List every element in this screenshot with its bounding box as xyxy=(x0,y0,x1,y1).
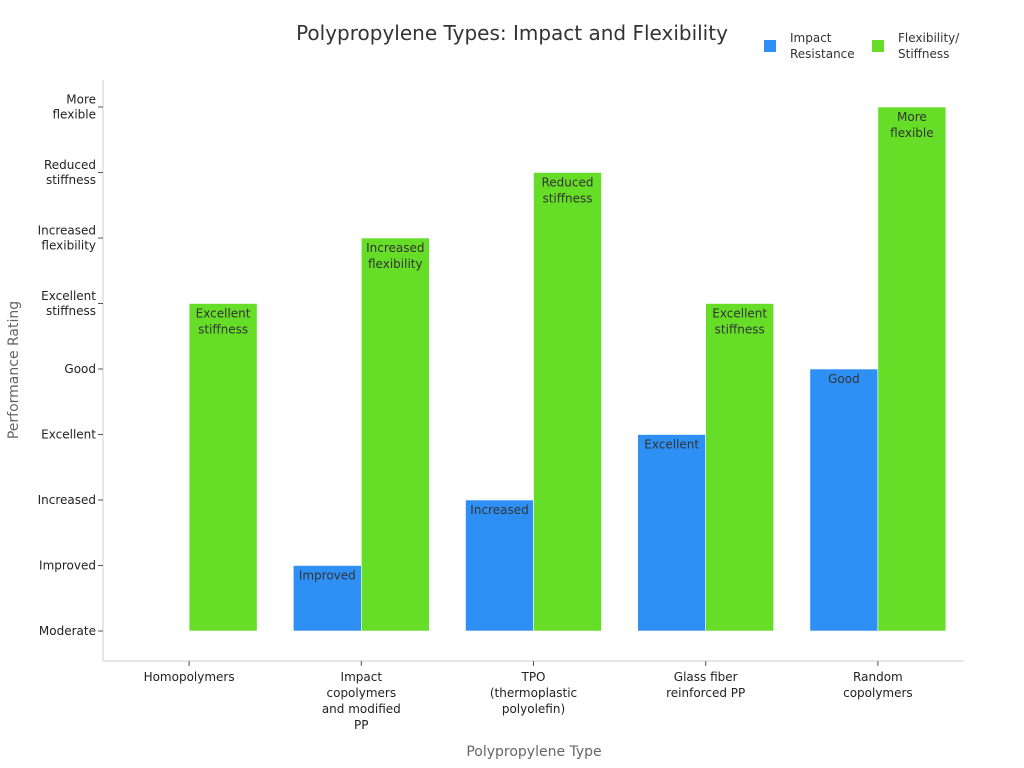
x-tick-label: Impact copolymers and modified PP xyxy=(322,670,401,732)
flexibility-bar xyxy=(705,303,775,632)
impact-bar xyxy=(465,499,534,632)
x-tick-label: Glass fiber reinforced PP xyxy=(666,670,745,700)
x-tick-label: TPO (thermoplastic polyolefin) xyxy=(490,670,577,716)
data-label: Good xyxy=(828,372,860,386)
x-axis-ticks: Homopolymers Impact copolymers and modified… xyxy=(144,661,913,732)
data-label: Increased xyxy=(470,503,528,517)
flexibility-bar xyxy=(188,303,258,632)
impact-bar xyxy=(637,434,707,632)
y-tick-label: Moderate xyxy=(39,624,96,638)
x-axis-title: Polypropylene Type xyxy=(466,744,601,760)
data-label: Reduced stiffness xyxy=(541,176,593,206)
y-tick-label: More flexible xyxy=(53,93,97,122)
y-tick-label: Increased xyxy=(38,493,96,507)
y-tick-label: Increased flexibility xyxy=(38,224,96,253)
chart-title: Polypropylene Types: Impact and Flexibil… xyxy=(296,21,728,45)
y-tick-label: Improved xyxy=(39,559,96,573)
data-label: More flexible xyxy=(890,110,934,140)
impact-bar xyxy=(809,368,879,632)
y-tick-label: Excellent stiffness xyxy=(41,289,96,318)
x-tick-label: Random copolymers xyxy=(843,670,913,700)
x-tick-label: Homopolymers xyxy=(144,670,235,684)
y-tick-label: Good xyxy=(64,362,96,376)
legend-label: Impact Resistance xyxy=(790,31,855,61)
data-label: Improved xyxy=(299,569,356,583)
legend-swatch xyxy=(764,40,776,52)
flexibility-bar xyxy=(877,106,947,632)
data-label: Excellent stiffness xyxy=(196,307,251,337)
legend-swatch xyxy=(872,40,884,52)
flexibility-bar xyxy=(360,237,430,632)
y-axis-title: Performance Rating xyxy=(6,301,22,439)
y-axis-ticks: Moderate Improved Increased Excellent Good Ex… xyxy=(38,93,103,638)
impact-bar xyxy=(292,565,362,632)
legend: Impact Resistance Flexibility/Stiffness xyxy=(764,31,960,61)
legend-label: Flexibility/Stiffness xyxy=(898,31,960,61)
data-label: Increased flexibility xyxy=(366,241,424,271)
y-tick-label: Excellent xyxy=(41,428,96,442)
data-label: Excellent stiffness xyxy=(712,307,767,337)
bars: Improved Increased Excellent Good Excellent s… xyxy=(188,106,947,632)
y-tick-label: Reduced stiffness xyxy=(44,158,96,187)
data-label: Excellent xyxy=(644,438,699,452)
flexibility-bar xyxy=(533,172,602,632)
